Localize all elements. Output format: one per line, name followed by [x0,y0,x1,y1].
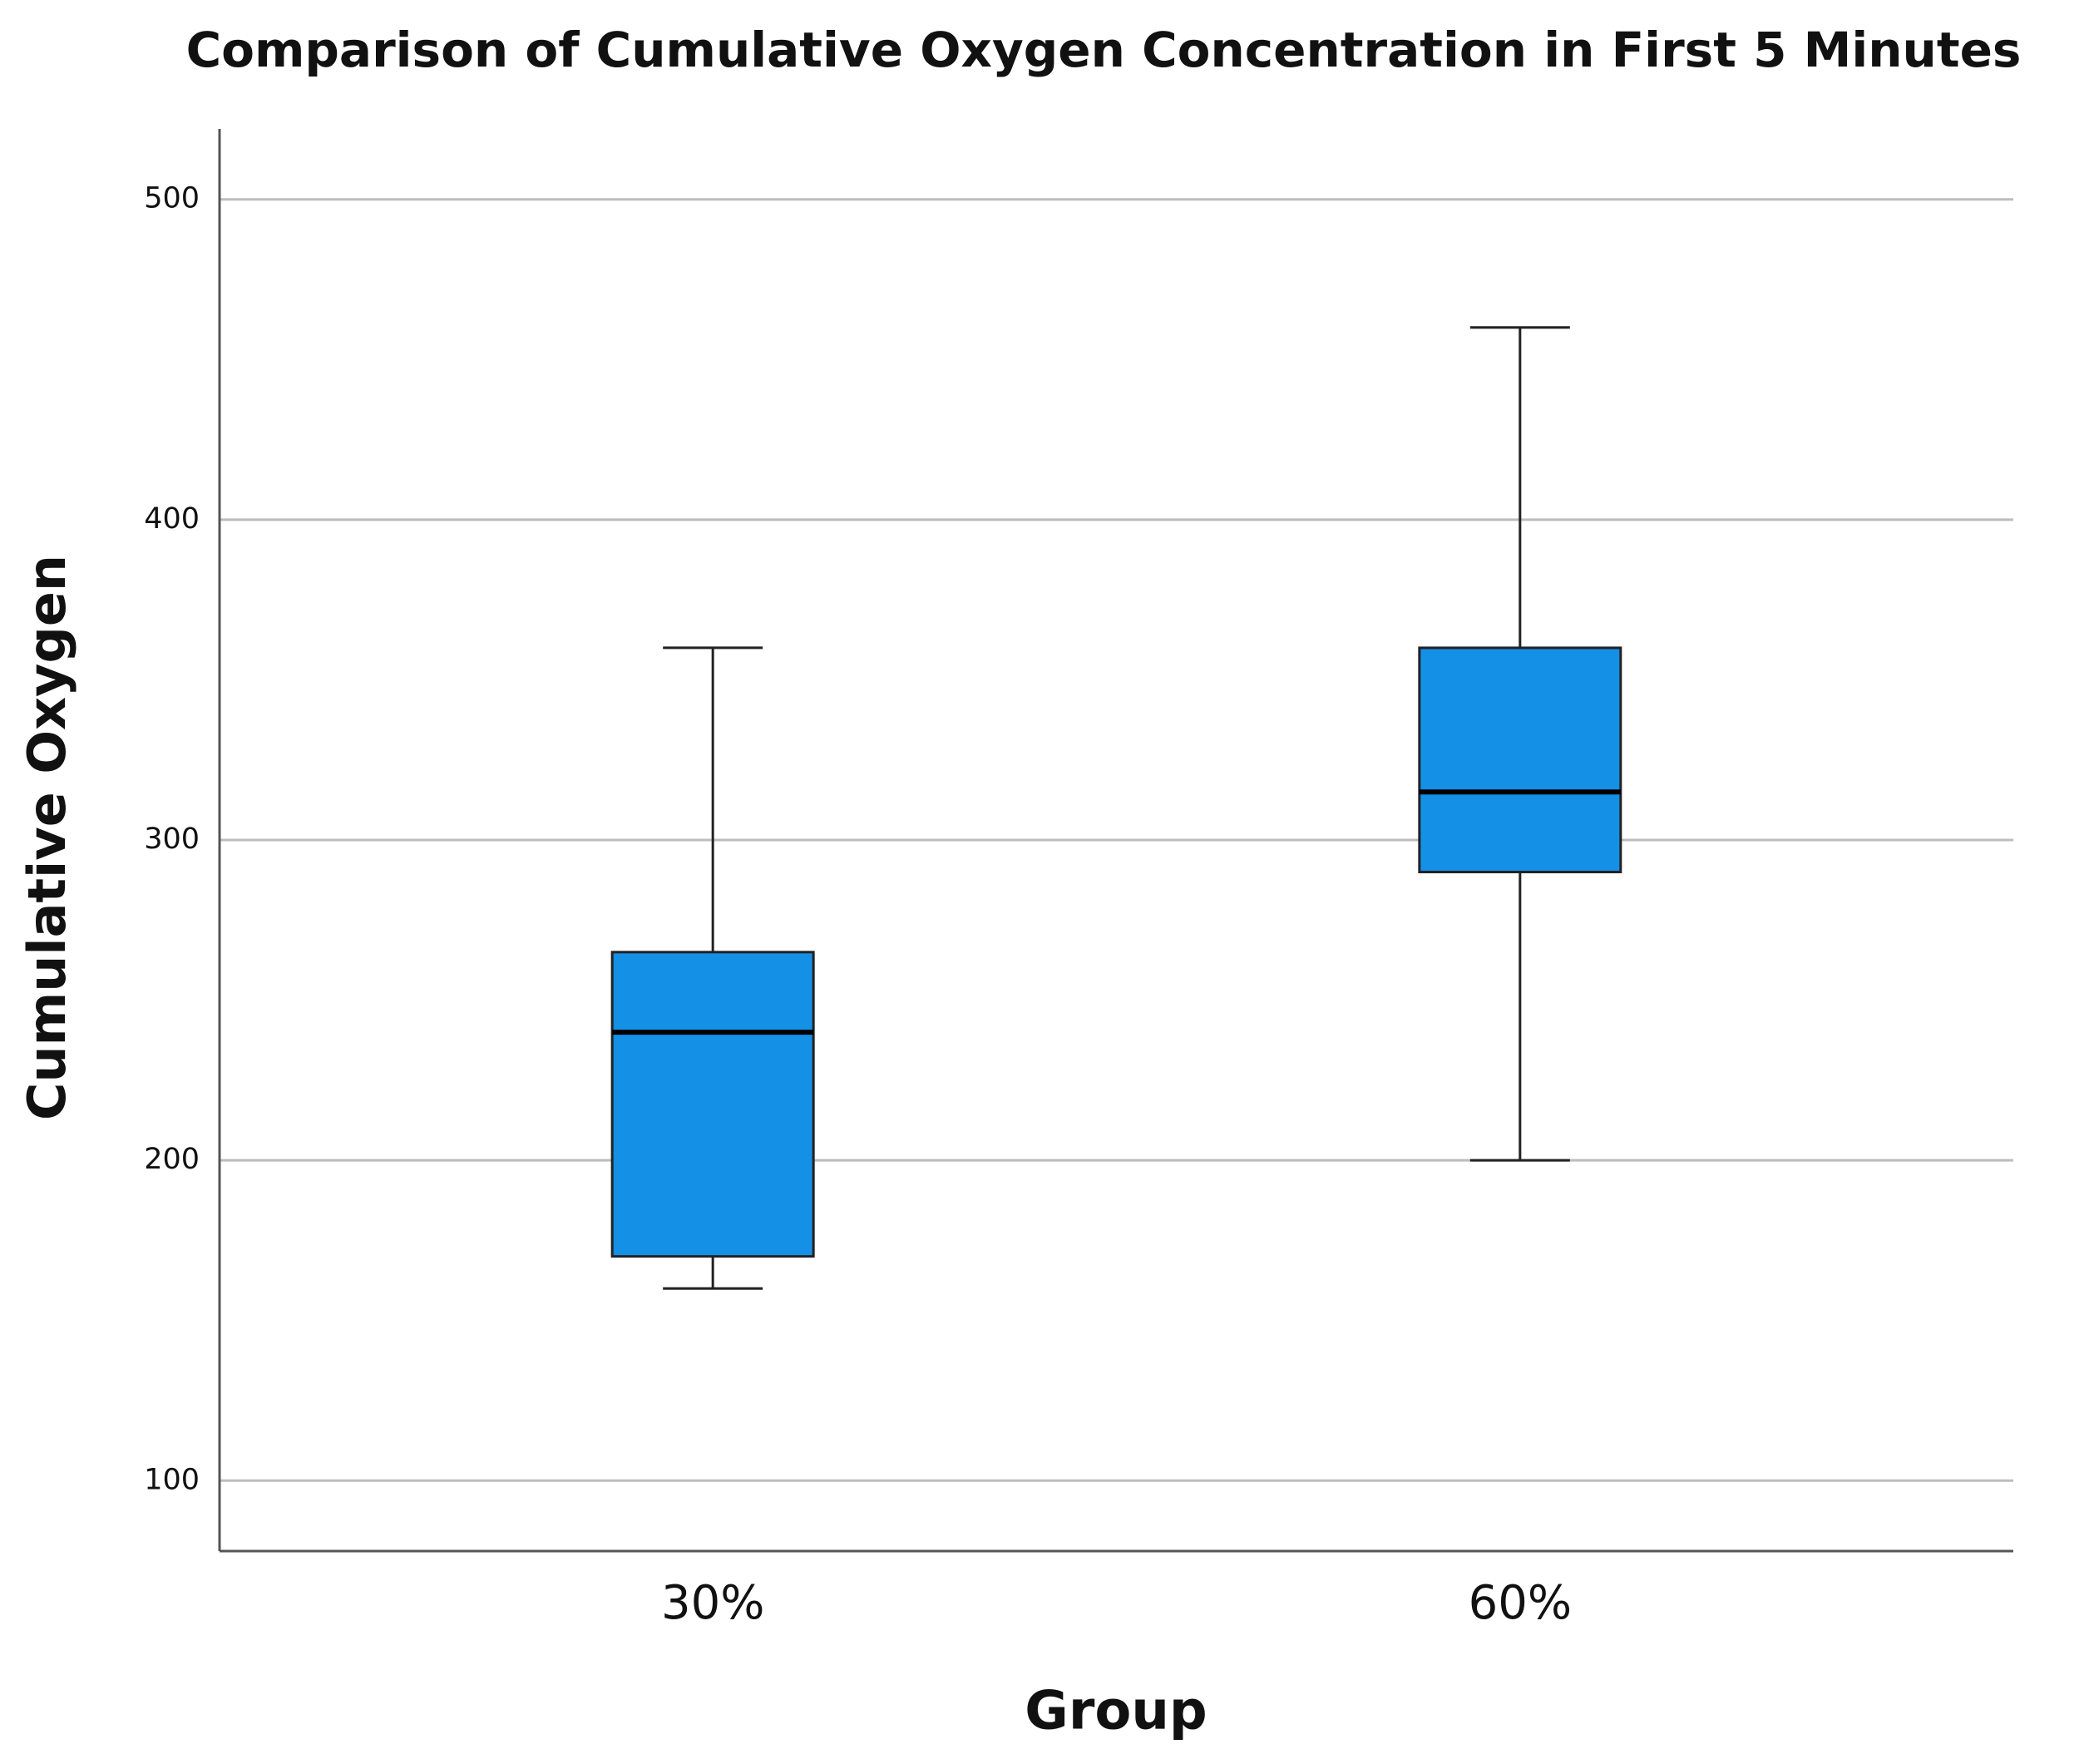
chart-title: Comparison of Cumulative Oxygen Concentr… [186,22,2022,78]
y-tick-label: 300 [144,823,200,856]
x-axis-title: Group [1025,1681,1207,1742]
x-tick-label: 30% [661,1576,764,1630]
y-axis-title: Cumulative Oxygen [17,555,77,1120]
box [610,951,815,1258]
y-tick-label: 400 [144,502,200,536]
y-tick-label: 200 [144,1143,200,1176]
y-tick-label: 500 [144,182,200,215]
box [1418,646,1622,874]
x-tick-label: 60% [1469,1576,1572,1630]
y-tick-label: 100 [144,1463,200,1496]
